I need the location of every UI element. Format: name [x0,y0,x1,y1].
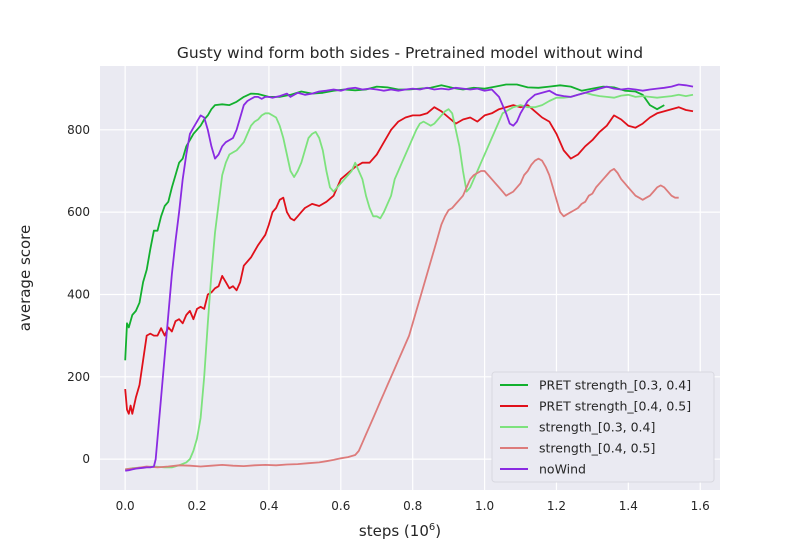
x-tick-label: 0.0 [116,499,135,513]
x-tick-label: 0.8 [403,499,422,513]
y-tick-label: 800 [67,123,90,137]
legend-label: PRET strength_[0.4, 0.5] [539,399,691,414]
x-axis-label-exponent: 6 [429,522,435,533]
x-tick-label: 0.2 [187,499,206,513]
x-tick-label: 1.4 [619,499,638,513]
legend-box [491,371,715,483]
y-axis-label: average score [16,225,34,331]
series-layer [124,83,694,472]
x-tick-label: 0.4 [259,499,278,513]
x-tick-label: 0.6 [331,499,350,513]
x-tick-label: 1.0 [475,499,494,513]
y-tick-label: 200 [67,370,90,384]
x-axis-label-close: ) [435,522,441,540]
legend-label: noWind [539,462,586,477]
legend-label: strength_[0.4, 0.5] [539,441,655,456]
series-line-2 [125,91,694,471]
series-line-1 [124,104,694,415]
x-tick-label: 1.6 [691,499,710,513]
x-axis: 0.0 0.2 0.4 0.6 0.8 1.0 1.2 1.4 1.6 [116,499,710,513]
y-tick-label: 400 [67,287,90,301]
y-tick-label: 0 [82,452,90,466]
series-line-3 [125,157,679,471]
legend: PRET strength_[0.3, 0.4] PRET strength_[0… [491,371,715,483]
x-axis-label-main: steps (10 [359,522,429,540]
x-axis-label: steps (106) [359,522,441,540]
legend-label: strength_[0.3, 0.4] [539,420,655,435]
y-axis: 0 200 400 600 800 [67,123,90,466]
y-tick-label: 600 [67,205,90,219]
series-line-4 [125,83,694,472]
chart-title: Gusty wind form both sides - Pretrained … [177,44,643,62]
legend-label: PRET strength_[0.3, 0.4] [539,378,691,393]
x-tick-label: 1.2 [547,499,566,513]
